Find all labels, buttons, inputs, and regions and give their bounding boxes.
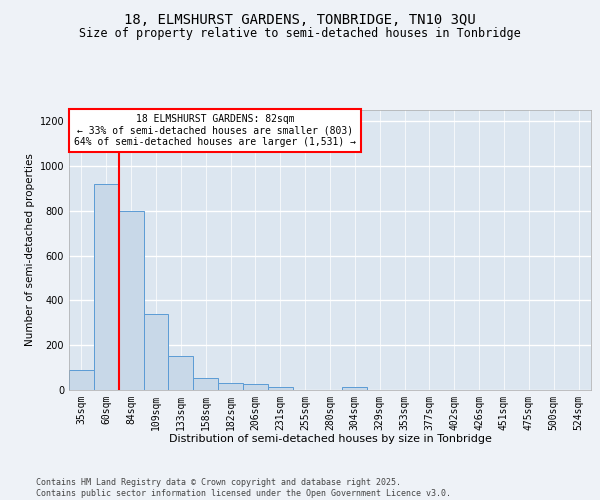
Bar <box>143 314 169 390</box>
Text: Contains HM Land Registry data © Crown copyright and database right 2025.
Contai: Contains HM Land Registry data © Crown c… <box>36 478 451 498</box>
Bar <box>268 388 293 390</box>
Bar <box>169 356 193 390</box>
Y-axis label: Number of semi-detached properties: Number of semi-detached properties <box>25 154 35 346</box>
X-axis label: Distribution of semi-detached houses by size in Tonbridge: Distribution of semi-detached houses by … <box>169 434 491 444</box>
Bar <box>243 384 268 390</box>
Bar <box>69 370 94 390</box>
Bar <box>343 386 367 390</box>
Bar <box>94 184 119 390</box>
Text: 18, ELMSHURST GARDENS, TONBRIDGE, TN10 3QU: 18, ELMSHURST GARDENS, TONBRIDGE, TN10 3… <box>124 12 476 26</box>
Text: Size of property relative to semi-detached houses in Tonbridge: Size of property relative to semi-detach… <box>79 28 521 40</box>
Bar <box>218 384 243 390</box>
Text: 18 ELMSHURST GARDENS: 82sqm
← 33% of semi-detached houses are smaller (803)
64% : 18 ELMSHURST GARDENS: 82sqm ← 33% of sem… <box>74 114 356 148</box>
Bar <box>193 378 218 390</box>
Bar <box>119 211 143 390</box>
